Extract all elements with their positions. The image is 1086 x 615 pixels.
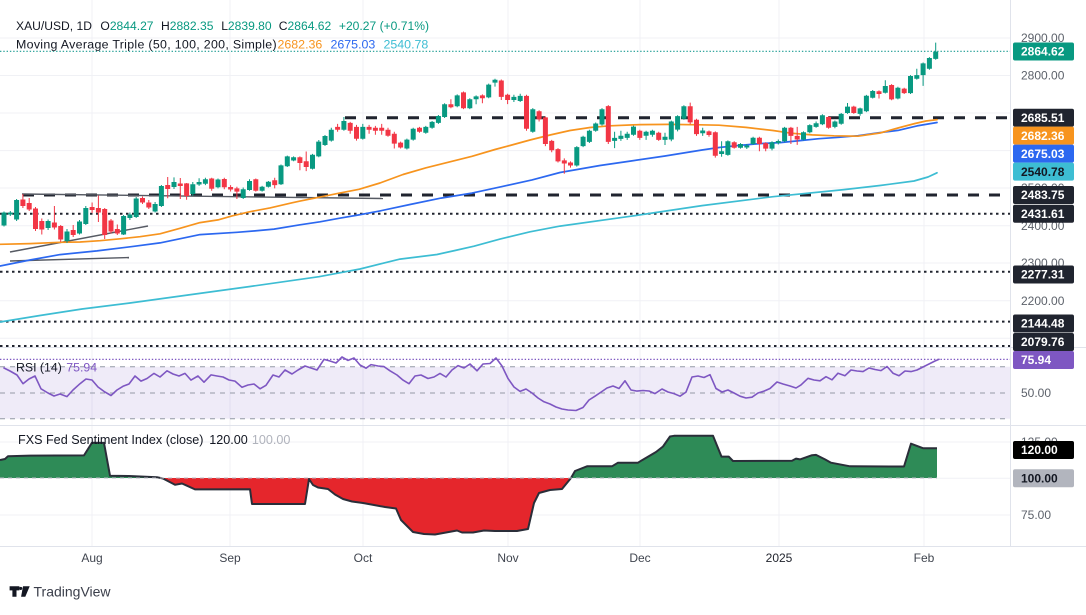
svg-text:75.00: 75.00 xyxy=(1021,508,1051,522)
svg-text:2079.76: 2079.76 xyxy=(1021,335,1065,349)
svg-text:H2882.35: H2882.35 xyxy=(161,19,214,33)
svg-text:50.00: 50.00 xyxy=(1021,386,1051,400)
svg-text:75.94: 75.94 xyxy=(1021,353,1051,367)
svg-text:2900.00: 2900.00 xyxy=(1021,31,1065,45)
svg-text:2431.61: 2431.61 xyxy=(1021,207,1065,221)
svg-text:2864.62: 2864.62 xyxy=(1021,45,1065,59)
svg-text:120.00: 120.00 xyxy=(209,433,248,447)
svg-text:FXS Fed Sentiment Index (close: FXS Fed Sentiment Index (close) xyxy=(18,433,204,447)
svg-text:RSI (14): RSI (14) xyxy=(16,361,62,375)
svg-text:TradingView: TradingView xyxy=(34,584,112,600)
svg-text:L2839.80: L2839.80 xyxy=(221,19,272,33)
svg-text:Aug: Aug xyxy=(81,551,102,565)
svg-text:75.94: 75.94 xyxy=(66,361,97,375)
svg-text:2675.03: 2675.03 xyxy=(1021,147,1065,161)
svg-text:+20.27 (+0.71%): +20.27 (+0.71%) xyxy=(339,19,429,33)
svg-text:2144.48: 2144.48 xyxy=(1021,317,1065,331)
svg-text:2682.36: 2682.36 xyxy=(1021,129,1065,143)
svg-text:2682.36: 2682.36 xyxy=(278,38,323,52)
svg-text:100.00: 100.00 xyxy=(1021,472,1058,486)
svg-text:XAU/USD, 1D: XAU/USD, 1D xyxy=(16,19,92,33)
svg-text:C2864.62: C2864.62 xyxy=(279,19,332,33)
svg-text:Dec: Dec xyxy=(629,551,650,565)
svg-text:Nov: Nov xyxy=(497,551,518,565)
svg-text:2277.31: 2277.31 xyxy=(1021,268,1065,282)
svg-text:2675.03: 2675.03 xyxy=(331,38,376,52)
svg-text:2685.51: 2685.51 xyxy=(1021,111,1065,125)
svg-text:2025: 2025 xyxy=(766,551,793,565)
svg-text:Feb: Feb xyxy=(914,551,935,565)
svg-text:Sep: Sep xyxy=(219,551,241,565)
svg-text:2540.78: 2540.78 xyxy=(384,38,429,52)
svg-text:2483.75: 2483.75 xyxy=(1021,188,1065,202)
svg-text:120.00: 120.00 xyxy=(1021,443,1058,457)
svg-text:O2844.27: O2844.27 xyxy=(100,19,153,33)
svg-text:2800.00: 2800.00 xyxy=(1021,69,1065,83)
svg-text:Moving Average Triple (50, 100: Moving Average Triple (50, 100, 200, Sim… xyxy=(16,38,277,52)
svg-text:2200.00: 2200.00 xyxy=(1021,294,1065,308)
svg-text:100.00: 100.00 xyxy=(252,433,291,447)
svg-text:Oct: Oct xyxy=(354,551,373,565)
svg-text:2540.78: 2540.78 xyxy=(1021,165,1065,179)
